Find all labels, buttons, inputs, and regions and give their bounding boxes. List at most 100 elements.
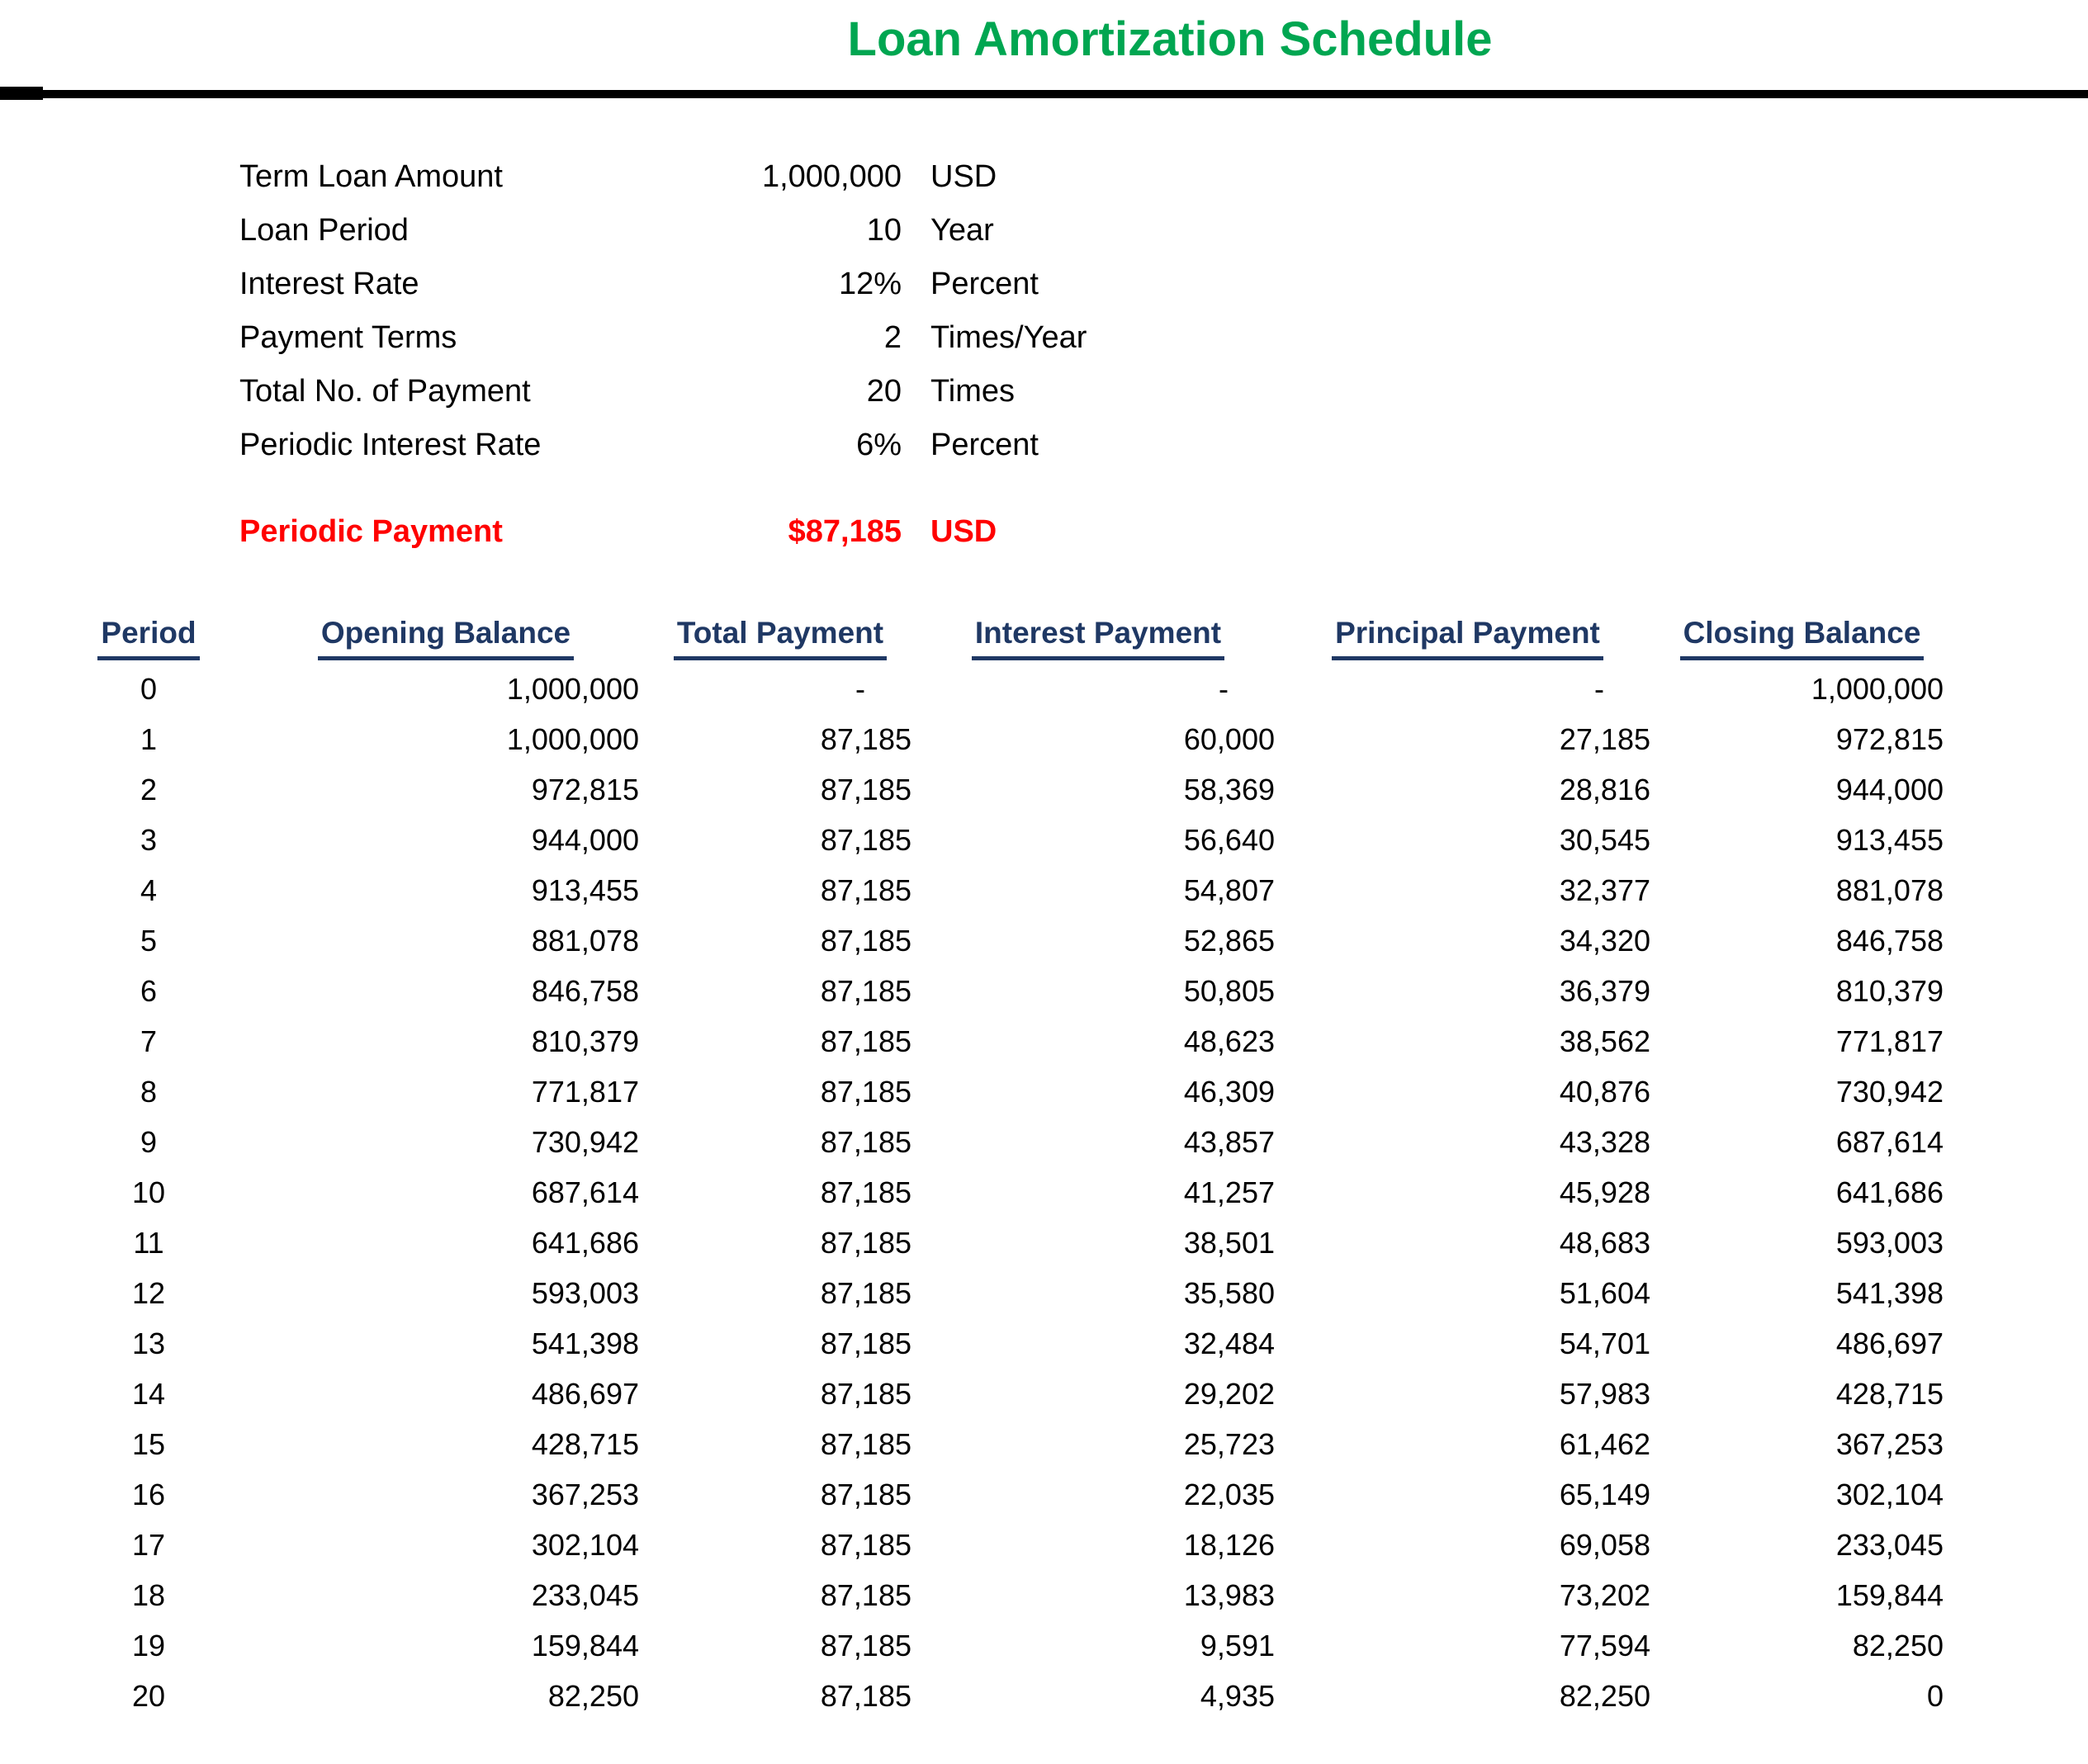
cell-opening-balance: 881,078: [531, 923, 639, 958]
cell-closing-balance: 810,379: [1835, 973, 1944, 1008]
cell-interest-payment: 56,640: [1183, 822, 1275, 857]
cell-opening-balance: 233,045: [531, 1577, 639, 1612]
cell-period: 2: [140, 772, 158, 806]
cell-interest-payment: 29,202: [1183, 1376, 1275, 1411]
table-row: 17 302,104 87,185 18,126 69,058 233,045: [50, 1520, 1948, 1570]
cell-closing-balance: 641,686: [1835, 1175, 1944, 1209]
cell-total-payment: 87,185: [820, 772, 911, 806]
cell-principal-payment: 28,816: [1559, 772, 1650, 806]
periodic-payment-unit: USD: [930, 514, 997, 549]
amortization-table-header: Period Opening Balance Total Payment Intere…: [50, 612, 1948, 664]
detail-value: 10: [866, 213, 902, 248]
cell-interest-payment: 54,807: [1183, 873, 1275, 907]
cell-interest-payment: 41,257: [1183, 1175, 1275, 1209]
cell-opening-balance: 944,000: [531, 822, 639, 857]
cell-closing-balance: 771,817: [1835, 1024, 1944, 1058]
cell-total-payment: 87,185: [820, 923, 911, 958]
cell-opening-balance: 486,697: [531, 1376, 639, 1411]
periodic-payment-value: $87,185: [788, 514, 902, 549]
column-header-label: Closing Balance: [1679, 616, 1925, 660]
cell-period: 20: [131, 1678, 166, 1713]
table-row: 9 730,942 87,185 43,857 43,328 687,614: [50, 1117, 1948, 1167]
cell-period: 10: [131, 1175, 166, 1209]
cell-interest-payment: 48,623: [1183, 1024, 1275, 1058]
cell-period: 8: [140, 1074, 158, 1109]
cell-total-payment: 87,185: [820, 1577, 911, 1612]
cell-total-payment: 87,185: [820, 1275, 911, 1310]
cell-period: 13: [131, 1326, 166, 1360]
table-row: 0 1,000,000 - - - 1,000,000: [50, 664, 1948, 714]
cell-total-payment: 87,185: [820, 1175, 911, 1209]
cell-interest-payment: 43,857: [1183, 1124, 1275, 1159]
cell-principal-payment: 34,320: [1559, 923, 1650, 958]
detail-label: Interest Rate: [239, 267, 419, 301]
cell-principal-payment: 32,377: [1559, 873, 1650, 907]
cell-interest-payment: 9,591: [1200, 1628, 1275, 1662]
table-row: 4 913,455 87,185 54,807 32,377 881,078: [50, 865, 1948, 915]
table-row: 16 367,253 87,185 22,035 65,149 302,104: [50, 1469, 1948, 1520]
cell-interest-payment: -: [1219, 671, 1229, 706]
column-header-label: Period: [97, 616, 200, 660]
title-divider-left-segment: [0, 87, 43, 100]
cell-principal-payment: 77,594: [1559, 1628, 1650, 1662]
cell-closing-balance: 846,758: [1835, 923, 1944, 958]
cell-interest-payment: 25,723: [1183, 1426, 1275, 1461]
column-header-interest-payment: Interest Payment: [916, 612, 1280, 664]
cell-closing-balance: 486,697: [1835, 1326, 1944, 1360]
table-row: 14 486,697 87,185 29,202 57,983 428,715: [50, 1369, 1948, 1419]
cell-interest-payment: 32,484: [1183, 1326, 1275, 1360]
detail-row: Interest Rate 12% Percent: [239, 258, 1039, 311]
cell-interest-payment: 35,580: [1183, 1275, 1275, 1310]
cell-interest-payment: 46,309: [1183, 1074, 1275, 1109]
cell-period: 16: [131, 1477, 166, 1511]
column-header-period: Period: [50, 612, 248, 664]
cell-interest-payment: 13,983: [1183, 1577, 1275, 1612]
cell-closing-balance: 1,000,000: [1811, 671, 1944, 706]
cell-opening-balance: 367,253: [531, 1477, 639, 1511]
detail-label: Periodic Interest Rate: [239, 428, 542, 462]
cell-period: 0: [140, 671, 158, 706]
cell-principal-payment: -: [1594, 671, 1604, 706]
table-row: 10 687,614 87,185 41,257 45,928 641,686: [50, 1167, 1948, 1218]
cell-opening-balance: 541,398: [531, 1326, 639, 1360]
cell-period: 14: [131, 1376, 166, 1411]
cell-interest-payment: 50,805: [1183, 973, 1275, 1008]
cell-opening-balance: 730,942: [531, 1124, 639, 1159]
cell-total-payment: 87,185: [820, 1376, 911, 1411]
cell-closing-balance: 913,455: [1835, 822, 1944, 857]
cell-total-payment: 87,185: [820, 721, 911, 756]
detail-row: Term Loan Amount 1,000,000 USD: [239, 150, 997, 204]
cell-closing-balance: 302,104: [1835, 1477, 1944, 1511]
table-row: 5 881,078 87,185 52,865 34,320 846,758: [50, 915, 1948, 966]
column-header-principal-payment: Principal Payment: [1280, 612, 1655, 664]
cell-opening-balance: 82,250: [547, 1678, 639, 1713]
cell-interest-payment: 60,000: [1183, 721, 1275, 756]
cell-closing-balance: 367,253: [1835, 1426, 1944, 1461]
periodic-payment-row: Periodic Payment $87,185 USD: [239, 505, 997, 559]
cell-opening-balance: 302,104: [531, 1527, 639, 1562]
cell-opening-balance: 846,758: [531, 973, 639, 1008]
cell-closing-balance: 730,942: [1835, 1074, 1944, 1109]
cell-opening-balance: 593,003: [531, 1275, 639, 1310]
detail-label: Payment Terms: [239, 320, 457, 355]
cell-total-payment: 87,185: [820, 1124, 911, 1159]
cell-closing-balance: 541,398: [1835, 1275, 1944, 1310]
detail-row: Total No. of Payment 20 Times: [239, 365, 1015, 419]
table-row: 8 771,817 87,185 46,309 40,876 730,942: [50, 1066, 1948, 1117]
cell-principal-payment: 48,683: [1559, 1225, 1650, 1260]
detail-unit: Times: [930, 374, 1016, 409]
cell-principal-payment: 73,202: [1559, 1577, 1650, 1612]
cell-principal-payment: 38,562: [1559, 1024, 1650, 1058]
cell-total-payment: 87,185: [820, 1024, 911, 1058]
amortization-table-body: 0 1,000,000- - -1,000,000 1 1,000,000 87,185 60…: [50, 664, 1948, 1721]
cell-principal-payment: 54,701: [1559, 1326, 1650, 1360]
detail-value: 12%: [838, 267, 902, 301]
cell-opening-balance: 972,815: [531, 772, 639, 806]
cell-opening-balance: 913,455: [531, 873, 639, 907]
table-row: 15 428,715 87,185 25,723 61,462 367,253: [50, 1419, 1948, 1469]
detail-row: Payment Terms 2 Times/Year: [239, 311, 1087, 365]
cell-principal-payment: 27,185: [1559, 721, 1650, 756]
column-header-label: Total Payment: [673, 616, 888, 660]
detail-unit: Year: [930, 213, 994, 248]
